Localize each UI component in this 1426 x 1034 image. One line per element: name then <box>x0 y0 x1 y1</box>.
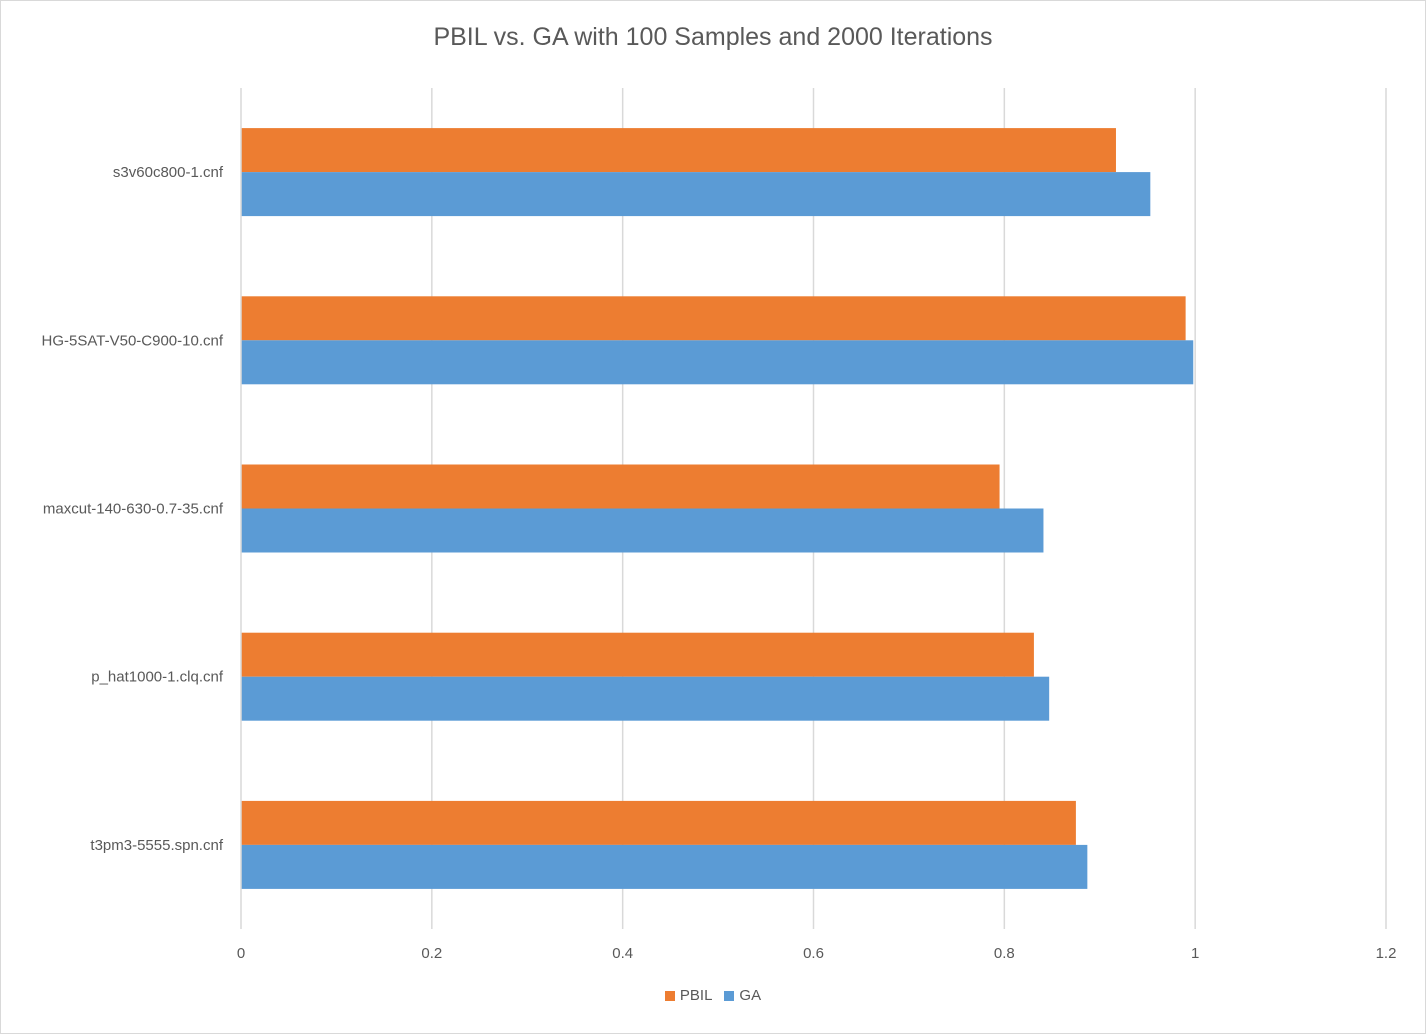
x-tick-label: 0.2 <box>421 945 442 962</box>
legend-swatch <box>664 991 675 1001</box>
bar-pbil <box>241 128 1116 173</box>
x-tick-label: 0.4 <box>612 945 633 962</box>
category-label: HG-5SAT-V50-C900-10.cnf <box>42 332 224 349</box>
category-label: p_hat1000-1.clq.cnf <box>91 669 224 686</box>
x-tick-label: 0.6 <box>803 945 824 962</box>
legend-swatch <box>724 991 735 1001</box>
category-label: s3v60c800-1.cnf <box>113 164 224 181</box>
category-label: t3pm3-5555.spn.cnf <box>90 837 223 854</box>
x-tick-label: 1 <box>1191 945 1199 962</box>
legend: PBIL GA <box>1 987 1425 1004</box>
bar-chart-plot: 0 0.2 0.4 0.6 0.8 1 1.2 s3v60c800-1.cnf HG-5SAT-… <box>42 88 1397 962</box>
chart-title: PBIL vs. GA with 100 Samples and 2000 It… <box>433 23 993 51</box>
bar-pbil <box>241 464 1000 509</box>
x-tick-label: 0 <box>237 945 245 962</box>
legend-label: PBIL <box>679 987 713 1004</box>
bar-pbil <box>241 800 1076 845</box>
legend-label: GA <box>739 987 762 1004</box>
category-label: maxcut-140-630-0.7-35.cnf <box>43 501 224 518</box>
bar-ga <box>241 172 1151 217</box>
legend-item: GA <box>724 987 761 1004</box>
bar-pbil <box>241 296 1186 341</box>
legend-item: PBIL <box>664 987 713 1004</box>
bar-ga <box>241 340 1194 385</box>
bar-ga <box>241 508 1044 553</box>
x-tick-label: 1.2 <box>1376 945 1397 962</box>
bar-pbil <box>241 632 1034 677</box>
bar-ga <box>241 844 1088 889</box>
x-tick-label: 0.8 <box>994 945 1015 962</box>
bar-ga <box>241 676 1050 721</box>
